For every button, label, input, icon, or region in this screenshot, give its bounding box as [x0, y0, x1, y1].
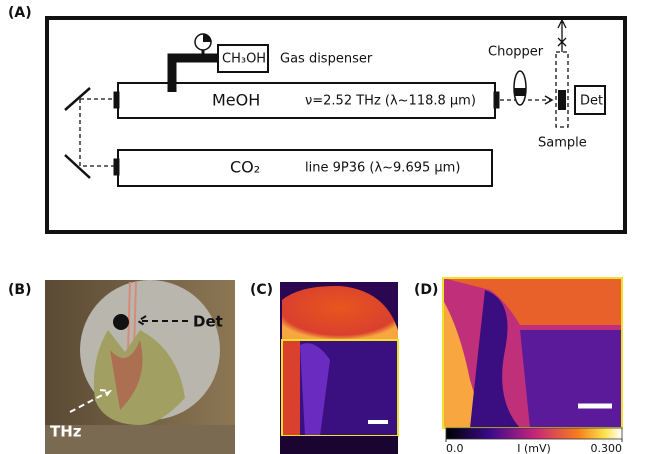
panel-c-map — [280, 282, 398, 454]
arrow-head — [545, 96, 552, 104]
colorbar-tick-label: 0.0 — [446, 442, 464, 454]
mirror — [65, 88, 90, 110]
meoh-line: ν=2.52 THz (λ~118.8 µm) — [305, 94, 476, 109]
gas-pipe — [172, 58, 218, 92]
thz-text: THz — [50, 423, 82, 441]
beam — [80, 99, 116, 166]
gas-dispenser: Gas dispenser — [280, 52, 373, 67]
colorbar-tick-label: 0.300 — [591, 442, 623, 454]
meoh-label: MeOH — [212, 91, 260, 110]
colorbar — [446, 428, 622, 439]
chopper-label: Chopper — [488, 45, 544, 60]
det-text: Det — [193, 313, 223, 331]
co2-line: line 9P36 (λ~9.695 µm) — [305, 161, 460, 176]
panel-label: (D) — [414, 282, 438, 298]
sample-label: Sample — [538, 136, 587, 151]
gas-label: CH₃OH — [222, 52, 266, 67]
co2-label: CO₂ — [230, 158, 260, 177]
panel-label: (A) — [8, 5, 32, 21]
chopper — [514, 88, 526, 96]
window — [114, 159, 119, 175]
valve — [203, 34, 211, 42]
window — [494, 92, 499, 108]
colorbar-label: I (mV) — [517, 442, 551, 454]
map-dark — [520, 330, 622, 428]
panel-label: (C) — [250, 282, 273, 298]
sample — [558, 90, 566, 110]
map-edge — [282, 340, 300, 436]
aperture — [113, 314, 129, 330]
scan-arrow — [558, 20, 566, 52]
panel-label: (B) — [8, 282, 31, 298]
window — [114, 92, 119, 108]
figure: (A) CH₃OH Gas dispenser Chopper MeOH ν=2… — [0, 0, 646, 454]
map-bottom — [280, 436, 398, 454]
panel-d-map — [443, 278, 622, 439]
sample-holder — [556, 52, 568, 127]
det-label: Det — [580, 94, 603, 109]
